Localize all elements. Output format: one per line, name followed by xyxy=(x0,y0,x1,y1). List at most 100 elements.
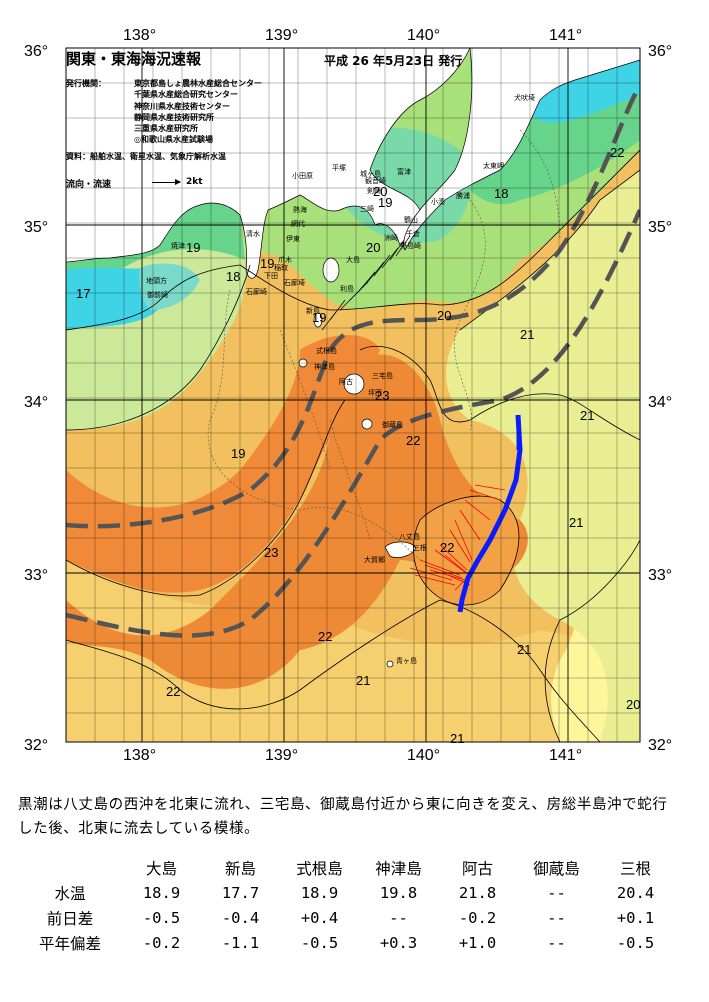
summary-text: 黒潮は八丈島の西沖を北東に流れ、三宅島、御蔵島付近から東に向きを変え、房総半島沖… xyxy=(18,793,678,841)
place-label: 阿古 xyxy=(339,377,353,386)
map-canvas: 138° 139° 140° 141° 138° 139° 140° 141° … xyxy=(24,27,672,760)
map-frame xyxy=(65,47,641,743)
row-label: 前日差 xyxy=(46,909,94,928)
island-mikurajima xyxy=(361,418,373,430)
place-label: 勝浦 xyxy=(456,191,470,200)
place-label: 青ヶ島 xyxy=(396,656,417,665)
table-cell: 18.9 xyxy=(142,883,181,902)
place-label: 式根島 xyxy=(316,346,337,355)
isotherm-label: 21 xyxy=(569,515,583,530)
lat-label: 32° xyxy=(648,737,672,754)
isotherm-label: 21 xyxy=(520,327,534,342)
place-label: 平塚 xyxy=(332,163,346,172)
table-cell: -- xyxy=(547,883,566,902)
current-vectors xyxy=(409,484,506,591)
lat-label: 32° xyxy=(24,737,48,754)
column-header: 三根 xyxy=(619,859,651,878)
lon-labels-bottom: 138° 139° 140° 141° xyxy=(123,747,582,760)
place-label: 大島 xyxy=(346,255,360,264)
table-cell: -0.5 xyxy=(616,933,655,952)
sea-condition-map: 138° 139° 140° 141° 138° 139° 140° 141° … xyxy=(24,27,672,760)
place-label: 千倉 xyxy=(406,229,420,238)
sst-core-23 xyxy=(66,354,528,689)
place-label: 小湊 xyxy=(431,197,445,206)
place-label: 野島崎 xyxy=(400,241,421,250)
place-label: 三崎 xyxy=(360,204,374,213)
column-header: 御蔵島 xyxy=(533,859,580,878)
lon-label: 141° xyxy=(549,27,582,44)
column-header: 大島 xyxy=(145,859,177,878)
station-table: 大島 新島 式根島 神津島 阿古 御蔵島 三根 水温 18.9 17.7 18.… xyxy=(18,855,675,955)
table-cell: +0.3 xyxy=(379,933,418,952)
place-label: 石廊埼 xyxy=(284,278,305,287)
degree-lines xyxy=(66,48,640,742)
isotherm-label: 20 xyxy=(373,184,387,199)
table-cell: -0.2 xyxy=(458,908,497,927)
column-header: 新島 xyxy=(224,859,256,878)
place-label: 地頭方 xyxy=(146,276,167,285)
isotherm-label: 21 xyxy=(580,408,594,423)
place-label: 御前崎 xyxy=(147,290,168,299)
lon-label: 139° xyxy=(265,747,298,760)
place-label: 剣崎 xyxy=(367,186,381,195)
sst-south xyxy=(66,560,640,742)
place-label: 城ヶ島 xyxy=(360,169,381,178)
isotherm-label: 18 xyxy=(226,269,240,284)
place-label: 新島 xyxy=(306,306,320,315)
place-label: 富津 xyxy=(397,167,411,176)
lon-label: 140° xyxy=(407,27,440,44)
isotherm-label: 22 xyxy=(166,684,180,699)
place-label: 爪木 xyxy=(278,255,292,264)
sst-west-18 xyxy=(139,263,200,310)
island-niijima xyxy=(313,312,323,328)
isotherm-label: 19 xyxy=(312,310,326,325)
isotherm-label: 22 xyxy=(318,629,332,644)
table-cell: -- xyxy=(547,908,566,927)
place-label: 鶴山 xyxy=(404,215,418,224)
izu-current-vectors xyxy=(321,235,411,331)
isotherm-label: 22 xyxy=(610,145,624,160)
isotherm-label: 21 xyxy=(450,731,464,746)
table-cell: -1.1 xyxy=(221,933,260,952)
island-hachijojima xyxy=(384,541,417,558)
place-label: 熱海 xyxy=(293,205,307,214)
lat-label: 34° xyxy=(648,394,672,411)
graticule xyxy=(66,48,640,742)
place-label: 小田原 xyxy=(292,171,313,180)
lon-label: 141° xyxy=(549,747,582,760)
place-label: 八丈島 xyxy=(399,532,420,541)
lat-label: 33° xyxy=(24,567,48,584)
island-oshima xyxy=(322,257,340,283)
place-label: 利島 xyxy=(340,284,354,293)
table-cell: -0.2 xyxy=(142,933,181,952)
isotherm-lines xyxy=(66,149,640,742)
table-cell: +1.0 xyxy=(458,933,497,952)
lon-label: 138° xyxy=(123,747,156,760)
isotherm-label: 20 xyxy=(366,240,380,255)
lat-label: 33° xyxy=(648,567,672,584)
table-cell: 21.8 xyxy=(458,883,497,902)
table-cell: 19.8 xyxy=(379,883,418,902)
lat-label: 36° xyxy=(648,43,672,60)
table-header-row: 大島 新島 式根島 神津島 阿古 御蔵島 三根 xyxy=(18,855,675,880)
isotherm-label: 20 xyxy=(626,697,640,712)
table-cell: -- xyxy=(389,908,408,927)
row-label: 平年偏差 xyxy=(38,934,101,953)
isotherm-label: 19 xyxy=(260,256,274,271)
place-label: 清水 xyxy=(246,229,260,238)
temperature-table: 大島 新島 式根島 神津島 阿古 御蔵島 三根 水温 18.9 17.7 18.… xyxy=(18,855,678,955)
lon-label: 139° xyxy=(265,27,298,44)
isotherm-label: 19 xyxy=(231,446,245,461)
lon-label: 138° xyxy=(123,27,156,44)
place-label: 伊東 xyxy=(286,234,300,243)
table-cell: -0.5 xyxy=(142,908,181,927)
isotherm-label: 23 xyxy=(264,545,278,560)
lat-labels-right: 36° 35° 34° 33° 32° xyxy=(648,43,672,754)
table-cell: +0.1 xyxy=(616,908,655,927)
kuroshio-axis xyxy=(66,83,640,638)
ship-track xyxy=(457,414,523,613)
isotherm-label: 22 xyxy=(440,540,454,555)
table-cell: +0.4 xyxy=(300,908,339,927)
lat-label: 34° xyxy=(24,394,48,411)
place-label: 焼津 xyxy=(171,241,185,250)
